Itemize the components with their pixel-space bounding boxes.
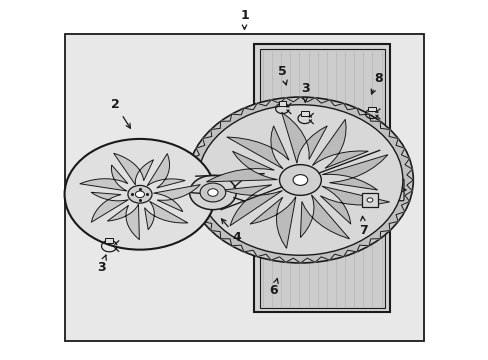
Polygon shape: [226, 126, 288, 169]
Polygon shape: [249, 197, 295, 248]
Text: 3: 3: [97, 255, 106, 274]
Text: 6: 6: [269, 278, 278, 297]
Circle shape: [128, 185, 152, 203]
Bar: [300, 111, 308, 116]
Polygon shape: [107, 204, 139, 240]
Circle shape: [279, 165, 321, 195]
Text: 3: 3: [300, 82, 309, 102]
Circle shape: [366, 198, 372, 202]
Polygon shape: [80, 165, 127, 191]
FancyBboxPatch shape: [388, 179, 403, 201]
Polygon shape: [187, 97, 412, 263]
Circle shape: [198, 105, 402, 255]
Polygon shape: [113, 153, 153, 185]
Circle shape: [200, 183, 225, 202]
Text: 2: 2: [111, 99, 130, 128]
Bar: [278, 101, 286, 105]
Polygon shape: [153, 185, 200, 212]
Bar: [64, 33, 424, 341]
Text: 4: 4: [221, 219, 241, 244]
Polygon shape: [91, 192, 128, 222]
Polygon shape: [147, 154, 185, 188]
Circle shape: [189, 175, 236, 210]
Bar: [105, 238, 113, 243]
Polygon shape: [300, 195, 349, 239]
Bar: [260, 49, 384, 308]
Text: 7: 7: [359, 216, 367, 237]
Polygon shape: [206, 151, 277, 182]
Polygon shape: [223, 185, 282, 226]
Polygon shape: [320, 186, 389, 224]
Bar: [362, 193, 377, 207]
Circle shape: [64, 139, 215, 249]
Text: 8: 8: [370, 72, 382, 94]
Circle shape: [207, 189, 218, 196]
Bar: [367, 107, 375, 111]
Polygon shape: [144, 201, 187, 230]
Polygon shape: [322, 155, 387, 190]
Text: 5: 5: [278, 64, 286, 85]
Polygon shape: [281, 112, 326, 163]
Text: 1: 1: [240, 9, 248, 30]
Circle shape: [187, 97, 412, 263]
Circle shape: [292, 175, 307, 185]
Circle shape: [135, 191, 144, 198]
Bar: [254, 44, 389, 312]
Polygon shape: [312, 119, 367, 168]
